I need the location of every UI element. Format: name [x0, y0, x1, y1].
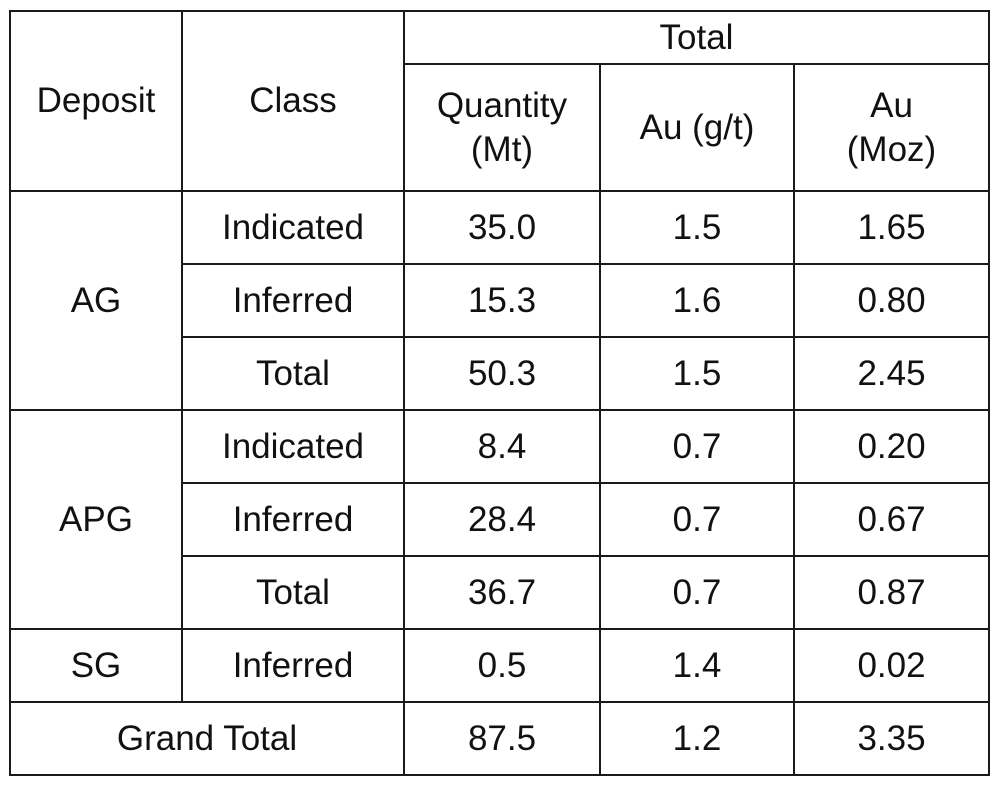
quantity-cell: 35.0 [403, 190, 601, 265]
au-moz-cell: 0.87 [793, 555, 990, 630]
au-moz-cell: 0.20 [793, 409, 990, 484]
header-row-columns: Quantity (Mt) Au (g/t) Au (Moz) [10, 63, 990, 192]
header-au-moz: Au (Moz) [793, 63, 990, 192]
au-moz-cell: 1.65 [793, 190, 990, 265]
deposit-cell: AG [9, 190, 183, 411]
au-grade-cell: 1.6 [599, 263, 795, 338]
table-row: AG Indicated 35.0 1.5 1.65 [9, 190, 990, 411]
class-cell: Inferred [181, 263, 405, 338]
header-deposit: Deposit [9, 10, 183, 192]
quantity-cell: 50.3 [403, 336, 601, 411]
table-row: Inferred 15.3 1.6 0.80 [10, 263, 990, 338]
deposit-cell: APG [9, 409, 183, 630]
grand-total-au-grade: 1.2 [599, 701, 795, 776]
au-grade-cell: 1.4 [599, 628, 795, 703]
deposit-cell: SG [9, 628, 183, 703]
au-moz-cell: 2.45 [793, 336, 990, 411]
mineral-resource-table: Deposit Class Total Quantity (Mt) Au (g/… [9, 10, 990, 776]
au-moz-cell: 0.02 [793, 628, 990, 703]
class-cell: Indicated [181, 190, 405, 265]
class-cell: Total [181, 555, 405, 630]
quantity-cell: 28.4 [403, 482, 601, 557]
au-moz-cell: 0.67 [793, 482, 990, 557]
header-row-group: Deposit Class Total [9, 10, 990, 192]
header-quantity-line2: (Mt) [470, 129, 534, 169]
grand-total-quantity: 87.5 [403, 701, 601, 776]
header-au-moz-line1: Au [870, 85, 913, 125]
table-row: Inferred 28.4 0.7 0.67 [10, 482, 990, 557]
quantity-cell: 36.7 [403, 555, 601, 630]
class-cell: Total [181, 336, 405, 411]
grand-total-label: Grand Total [9, 701, 405, 776]
au-grade-cell: 0.7 [599, 555, 795, 630]
header-quantity: Quantity (Mt) [403, 63, 601, 192]
quantity-cell: 0.5 [403, 628, 601, 703]
table-row: APG Indicated 8.4 0.7 0.20 [9, 409, 990, 630]
au-moz-cell: 0.80 [793, 263, 990, 338]
au-grade-cell: 0.7 [599, 482, 795, 557]
class-cell: Indicated [181, 409, 405, 484]
header-au-moz-line2: (Moz) [846, 129, 937, 169]
quantity-cell: 15.3 [403, 263, 601, 338]
au-grade-cell: 1.5 [599, 336, 795, 411]
table-row: Total 36.7 0.7 0.87 [10, 555, 990, 630]
quantity-cell: 8.4 [403, 409, 601, 484]
header-quantity-line1: Quantity [436, 85, 568, 125]
grand-total-au-moz: 3.35 [793, 701, 990, 776]
au-grade-cell: 1.5 [599, 190, 795, 265]
au-grade-cell: 0.7 [599, 409, 795, 484]
class-cell: Inferred [181, 482, 405, 557]
class-cell: Inferred [181, 628, 405, 703]
grand-total-row: Grand Total 87.5 1.2 3.35 [9, 701, 990, 776]
table-row: SG Inferred 0.5 1.4 0.02 [9, 628, 990, 703]
header-class: Class [181, 10, 405, 192]
header-total-group: Total [403, 10, 990, 65]
table-row: Total 50.3 1.5 2.45 [10, 336, 990, 411]
header-au-grade: Au (g/t) [599, 63, 795, 192]
